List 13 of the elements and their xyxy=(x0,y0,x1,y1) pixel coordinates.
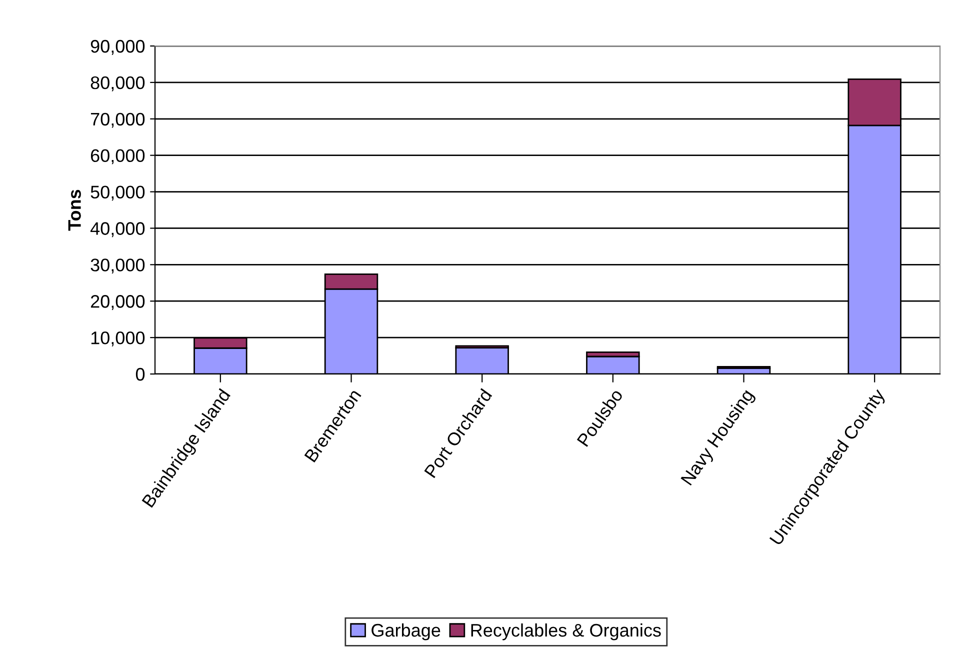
y-tick-label: 20,000 xyxy=(90,295,145,310)
y-tick-label: 80,000 xyxy=(90,76,145,92)
y-axis-title: Tons xyxy=(68,190,81,231)
legend-label: Garbage xyxy=(372,623,440,640)
y-tick-label: 10,000 xyxy=(91,331,145,346)
y-tick-label: 70,000 xyxy=(90,112,145,128)
y-tick-label: 60,000 xyxy=(90,149,145,164)
y-tick-label: 40,000 xyxy=(90,222,145,238)
y-tick-label: 90,000 xyxy=(90,40,145,55)
legend-label: Recyclables & Organics xyxy=(471,623,661,640)
y-tick-label: 0 xyxy=(136,368,145,381)
y-tick-label: 30,000 xyxy=(90,258,145,274)
y-tick-label: 50,000 xyxy=(90,186,145,201)
